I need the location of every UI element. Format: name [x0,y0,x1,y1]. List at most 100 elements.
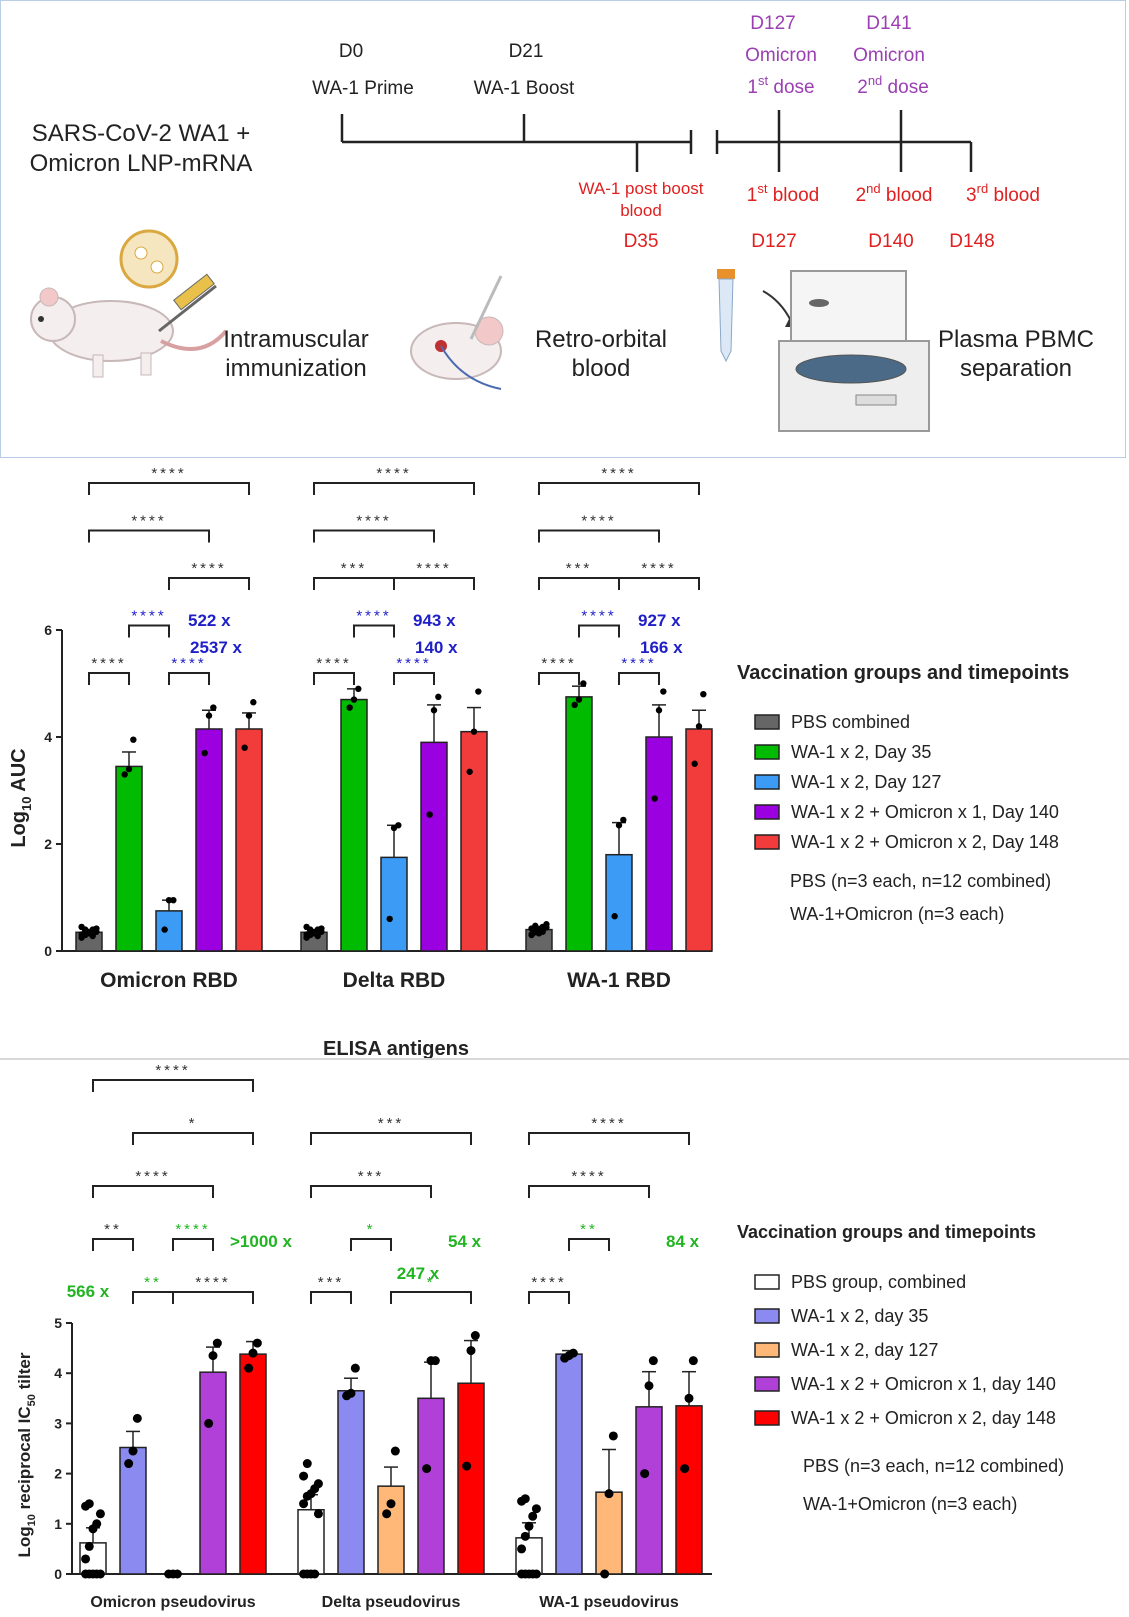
fold-change-label: >1000 x [230,1232,292,1251]
elisa-points [78,680,707,941]
timeline-day-d127-top: D127 [750,13,795,34]
timeline-day-d127-bottom: D127 [751,231,796,252]
significance-bracket [538,672,580,685]
timeline-day-d141-top: D141 [866,13,911,34]
category-label: WA-1 RBD [567,969,671,992]
data-point [700,691,707,698]
legend-entry: WA-1 x 2, day 35 [791,1306,928,1326]
bar [675,1405,703,1575]
legend-entry: WA-1 x 2 + Omicron x 1, Day 140 [791,802,1059,822]
significance-bracket [172,1291,254,1304]
timeline-day-d148: D148 [949,231,994,252]
bar [199,1371,227,1575]
category-label: Omicron pseudovirus [90,1594,255,1611]
significance-stars: **** [175,1221,210,1238]
data-point [470,1331,480,1341]
significance-bracket [92,1079,254,1092]
bar [635,1406,663,1575]
significance-bracket [92,1185,214,1198]
fold-change-label: 140 x [415,638,458,657]
data-point [350,696,358,703]
timeline-omicron-2: Omicron [853,45,925,66]
significance-bracket [528,1291,570,1304]
significance-bracket [568,1238,610,1251]
significance-bracket [310,1185,432,1198]
data-point [302,1459,312,1469]
significance-bracket [88,672,130,685]
data-point [89,932,96,940]
bar [380,856,408,952]
data-point [539,928,546,935]
timeline-blood-1: 1st blood [747,181,819,206]
bar [195,728,223,952]
significance-stars: **** [531,1274,566,1291]
data-point [128,1446,138,1456]
legend-entry: PBS group, combined [791,1272,966,1292]
significance-stars: **** [376,465,411,482]
elisa-chart: ******************** *************** *****… [8,465,1069,1058]
significance-bracket [168,577,250,590]
data-point [212,1338,222,1348]
elisa-legend: Vaccination groups and timepoints PBS com… [737,662,1069,924]
significance-bracket [313,482,475,495]
data-point [517,1544,527,1554]
timeline-blood-3: 3rd blood [966,181,1040,206]
data-point [314,932,321,940]
data-point [608,1431,618,1441]
significance-stars: **** [571,1168,606,1185]
legend-swatch [754,1410,780,1426]
mouse-head-icon [410,275,504,390]
data-point [691,760,698,767]
bar [155,910,183,952]
bar [417,1397,445,1575]
data-point [520,1494,530,1504]
significance-stars: **** [131,608,166,625]
data-point [386,1499,396,1509]
data-point [299,1471,309,1481]
bar [115,765,143,952]
fold-change-label: 943 x [413,611,456,630]
legend-swatch [754,1308,780,1324]
bar [235,728,263,952]
data-point [575,696,583,703]
data-point [350,1363,360,1373]
y-tick-label: 3 [54,1415,62,1431]
timeline-day-d0: D0 [339,41,363,62]
neut-x-labels: Omicron pseudovirus Delta pseudovirus WA-1… [90,1594,679,1611]
timeline-day-d21: D21 [509,41,544,62]
significance-bracket [310,1132,472,1145]
bar [605,853,633,952]
timeline-label-prime: WA-1 Prime [312,78,414,99]
category-label: WA-1 pseudovirus [539,1594,679,1611]
data-point [611,913,618,920]
data-point [386,915,393,923]
data-point [92,1519,102,1529]
y-tick-label: 0 [44,943,52,959]
significance-stars: * [367,1221,376,1238]
significance-bracket [313,577,395,590]
bar [239,1353,267,1575]
data-point [252,1338,262,1348]
y-tick-label: 6 [44,622,52,638]
data-point [382,1509,392,1519]
significance-stars: **** [581,608,616,625]
significance-stars: **** [396,655,431,672]
vaccine-label-line1: SARS-CoV-2 WA1 + [32,120,251,147]
y-tick-label: 4 [54,1365,62,1381]
significance-stars: * [189,1115,198,1132]
data-point [204,1418,214,1428]
data-point [93,928,100,935]
category-label: Delta RBD [343,969,446,992]
bar [337,1390,365,1575]
significance-stars: **** [135,1168,170,1185]
data-point [568,1348,578,1358]
fold-change-label: 927 x [638,611,681,630]
legend-swatch [754,1376,780,1392]
significance-bracket [313,529,435,543]
data-point [208,1351,218,1361]
y-tick-label: 2 [44,836,52,852]
bar [340,698,368,952]
significance-stars: **** [131,513,166,530]
data-point [422,1464,432,1474]
timeline-panel: SARS-CoV-2 WA1 + Omicron LNP-mRNA D0 WA-… [0,0,1126,458]
